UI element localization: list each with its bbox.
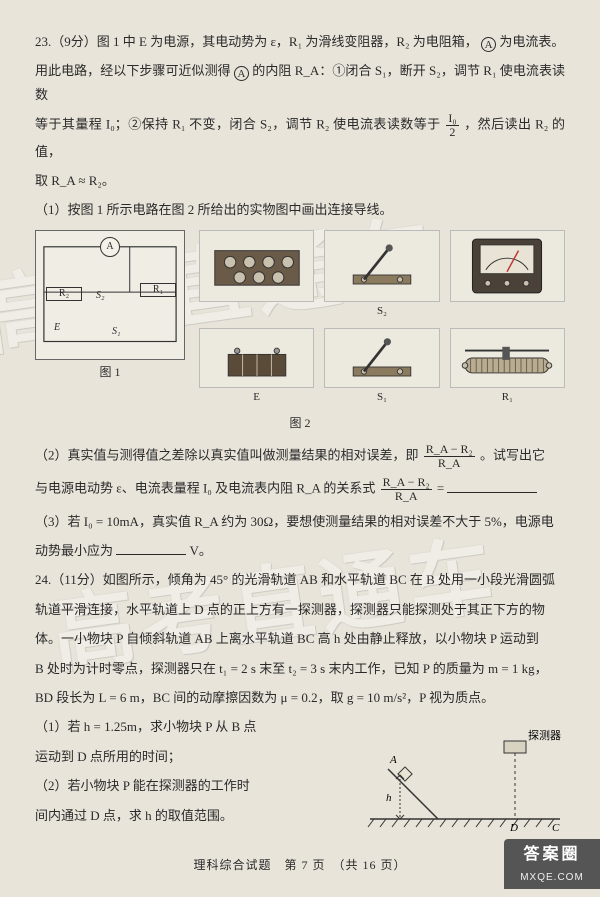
incline-diagram-icon: A B D C h 探测器 <box>360 719 565 837</box>
figure-area: A R₂ S₂ R₁ E S₁ 图 1 <box>35 230 565 408</box>
frac-den-3: R_A <box>381 490 432 503</box>
phys-s1-label: S₁ <box>377 388 387 408</box>
q23-sub3b: 动势最小应为 <box>35 543 116 558</box>
physical-components: S₂ <box>199 230 565 408</box>
label-detector: 探测器 <box>528 729 561 742</box>
knife-switch-icon <box>324 230 439 302</box>
phys-s2-label: S₂ <box>377 302 387 322</box>
q23-p1: 用此电路，经以下步骤可近似测得 A 的内阻 R_A：①闭合 S₁，断开 S₂，调… <box>35 59 565 106</box>
schematic-s2: S₂ <box>96 287 120 301</box>
q23-head-b: 为电流表。 <box>499 34 564 49</box>
phys-battery: E <box>199 328 314 408</box>
q23-sub3-line2: 动势最小应为 V。 <box>35 539 565 562</box>
battery-icon <box>199 328 314 388</box>
blank-answer-1 <box>447 480 537 493</box>
q23-sub2a: （2）真实值与测得值之差除以真实值叫做测量结果的相对误差，即 <box>35 448 422 463</box>
q23-p3: 取 R_A ≈ R₂。 <box>35 169 565 192</box>
schematic-r2: R₂ <box>46 287 82 301</box>
ammeter-symbol-icon: A <box>481 37 496 52</box>
schematic-r1: R₁ <box>140 283 176 297</box>
badge-line2: MXQE.COM <box>504 869 600 887</box>
q23-sub3-line1: （3）若 I₀ = 10mA，真实值 R_A 约为 30Ω，要想使测量结果的相对… <box>35 510 565 533</box>
q24-p2: 轨道平滑连接，水平轨道上 D 点的正上方有一探测器，探测器只能探测处于其正下方的… <box>35 598 565 621</box>
label-C: C <box>552 822 560 834</box>
knife-switch-1-icon <box>324 328 439 388</box>
q24-p4: B 处时为计时零点，探测器只在 t₁ = 2 s 末至 t₂ = 3 s 末内工… <box>35 657 565 680</box>
fig2-label: 图 2 <box>35 413 565 435</box>
ammeter-symbol-icon-2: A <box>234 66 249 81</box>
q23-sub2-line2: 与电源电动势 ε、电流表量程 I₀ 及电流表内阻 R_A 的关系式 R_A − … <box>35 476 565 503</box>
label-h: h <box>386 792 392 804</box>
label-D: D <box>509 822 518 834</box>
page-footer: 理科综合试题 第 7 页 （共 16 页） <box>35 855 565 877</box>
q23-p2a: 等于其量程 I₀；②保持 R₁ 不变，闭合 S₂，调节 R₂ 使电流表读数等于 <box>35 117 444 132</box>
schematic-s1: S₁ <box>112 323 136 337</box>
frac-num-2: R_A − R₂ <box>424 443 475 457</box>
corner-badge: 答案圈 MXQE.COM <box>504 839 600 889</box>
badge-line1: 答案圈 <box>504 841 600 870</box>
q24-p3: 体。一小物块 P 自倾斜轨道 AB 上离水平轨道 BC 高 h 处由静止释放，以… <box>35 627 565 650</box>
q24-p5: BD 段长为 L = 6 m，BC 间的动摩擦因数为 μ = 0.2，取 g =… <box>35 686 565 709</box>
q23-sub2c: 与电源电动势 ε、电流表量程 I₀ 及电流表内阻 R_A 的关系式 <box>35 481 379 496</box>
q23-p2: 等于其量程 I₀；②保持 R₁ 不变，闭合 S₂，调节 R₂ 使电流表读数等于 … <box>35 112 565 163</box>
q23-p1a: 用此电路，经以下步骤可近似测得 <box>35 63 234 78</box>
fig1-label: 图 1 <box>35 362 185 384</box>
q23-head-a: 23.（9分）图 1 中 E 为电源，其电动势为 ε，R₁ 为滑线变阻器，R₂ … <box>35 34 478 49</box>
rel-error-frac-2: R_A − R₂ R_A <box>381 476 432 503</box>
schematic-e: E <box>54 319 60 337</box>
phys-ammeter <box>450 230 565 322</box>
rel-error-frac: R_A − R₂ R_A <box>424 443 475 470</box>
q24-head: 24.（11分）如图所示，倾角为 45° 的光滑轨道 AB 和水平轨道 BC 在… <box>35 568 565 591</box>
q23-sub3c: V。 <box>190 543 212 558</box>
phys-knife-switch-1: S₁ <box>324 328 439 408</box>
frac-den-2: R_A <box>424 457 475 470</box>
phys-e-label: E <box>253 388 260 408</box>
frac-num-3: R_A − R₂ <box>381 476 432 490</box>
schematic-ammeter: A <box>100 237 120 257</box>
label-B: B <box>434 719 441 722</box>
circuit-schematic: A R₂ S₂ R₁ E S₁ <box>35 230 185 360</box>
phys-r1-label: R₁ <box>502 388 513 408</box>
frac-num: I₀ <box>446 112 458 126</box>
q23-head: 23.（9分）图 1 中 E 为电源，其电动势为 ε，R₁ 为滑线变阻器，R₂ … <box>35 30 565 53</box>
ammeter-device-icon <box>450 230 565 302</box>
schematic-wrap: A R₂ S₂ R₁ E S₁ 图 1 <box>35 230 185 384</box>
resistance-box-icon <box>199 230 314 302</box>
equals: = <box>437 481 448 496</box>
blank-answer-2 <box>116 542 186 555</box>
label-A: A <box>389 754 397 766</box>
phys-rheostat: R₁ <box>450 328 565 408</box>
rheostat-icon <box>450 328 565 388</box>
q23-sub2b: 。试写出它 <box>480 448 545 463</box>
q23-sub1: （1）按图 1 所示电路在图 2 所给出的实物图中画出连接导线。 <box>35 198 565 221</box>
frac-den: 2 <box>446 126 458 139</box>
q23-sub2-line1: （2）真实值与测得值之差除以真实值叫做测量结果的相对误差，即 R_A − R₂ … <box>35 443 565 470</box>
frac-I0-over-2: I₀ 2 <box>446 112 458 139</box>
q24-figure: A B D C h 探测器 <box>360 719 565 837</box>
phys-resistance-box <box>199 230 314 322</box>
phys-knife-switch-2: S₂ <box>324 230 439 322</box>
page-content: 23.（9分）图 1 中 E 为电源，其电动势为 ε，R₁ 为滑线变阻器，R₂ … <box>0 0 600 897</box>
